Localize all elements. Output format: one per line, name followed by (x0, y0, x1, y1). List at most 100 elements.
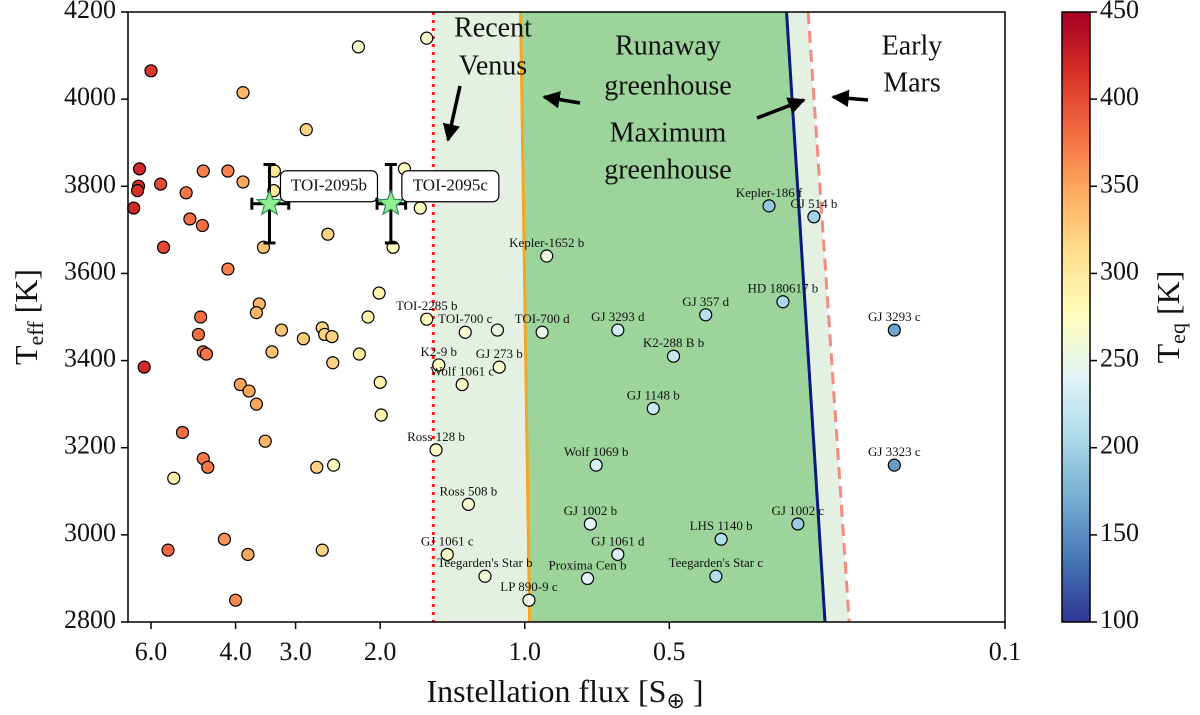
planet-label: GJ 1002 c (771, 503, 824, 518)
planet-point (432, 358, 446, 372)
planet-label: GJ 1061 d (591, 533, 645, 548)
colorbar-tick-label: 350 (1100, 169, 1139, 198)
planet-point (175, 425, 190, 440)
planet-point (522, 593, 536, 607)
y-tick-label: 2800 (64, 605, 116, 634)
planet-label: GJ 514 b (790, 196, 837, 211)
x-tick-label: 1.0 (508, 637, 541, 666)
planet-point (296, 332, 310, 346)
boundary-label: Maximum (610, 117, 727, 148)
planet-point (714, 532, 728, 546)
planet-point (776, 295, 790, 309)
planet-point (478, 569, 492, 583)
planet-point (326, 356, 340, 370)
planet-label: HD 180617 b (748, 281, 819, 296)
planet-point (274, 323, 289, 337)
planet-point (179, 186, 193, 200)
planet-point (583, 517, 597, 531)
y-tick-label: 3600 (64, 256, 116, 285)
planet-label: Kepler-1652 b (509, 235, 584, 250)
planet-point (791, 517, 805, 531)
planet-label: Ross 128 b (407, 429, 465, 444)
colorbar-tick-label: 450 (1100, 0, 1139, 24)
y-tick-label: 4200 (64, 0, 116, 24)
boundary-label: Recent (454, 12, 532, 43)
planet-point (420, 312, 434, 326)
planet-point (535, 325, 549, 339)
planet-point (458, 325, 472, 339)
planet-point (413, 201, 427, 215)
boundary-label: greenhouse (604, 154, 732, 185)
annotation-arrows (442, 85, 869, 142)
planet-point (130, 184, 145, 198)
planet-label: Wolf 1061 c (430, 364, 494, 379)
planet-point (154, 177, 168, 191)
boundary-label: Mars (883, 67, 941, 98)
planet-label: LP 890-9 c (500, 579, 558, 594)
y-tick-label: 3400 (64, 344, 116, 373)
colorbar-tick-label: 100 (1100, 605, 1139, 634)
planet-label: GJ 1002 b (564, 503, 617, 518)
planet-point (242, 384, 256, 398)
target-label-box (279, 170, 379, 203)
target-star (255, 188, 284, 216)
planet-point (221, 262, 235, 276)
planet-label: TOI-2285 b (396, 298, 458, 313)
planet-point (709, 569, 723, 583)
planet-point (183, 212, 197, 226)
boundary-label: Early (882, 30, 943, 61)
planet-point (201, 460, 215, 474)
x-tick-label: 0.5 (653, 637, 686, 666)
planet-point (351, 40, 365, 54)
planet-point (236, 175, 250, 189)
x-tick-label: 4.0 (219, 637, 252, 666)
planet-point (540, 249, 554, 263)
planet-point (361, 310, 375, 324)
boundary-label: Venus (459, 50, 527, 81)
planet-label: GJ 357 d (682, 294, 729, 309)
colorbar-tick-label: 300 (1100, 256, 1139, 285)
planet-label: GJ 1061 c (421, 533, 474, 548)
planet-point (372, 286, 386, 300)
planet-point (249, 397, 264, 411)
planet-point (373, 375, 387, 389)
x-tick-label: 2.0 (364, 637, 397, 666)
x-axis-label: Instellation flux [S⊕ ] (426, 673, 703, 713)
planet-label: GJ 3293 c (868, 309, 921, 324)
planet-point (455, 377, 469, 392)
planet-point (420, 31, 434, 45)
planet-point (228, 593, 243, 607)
target-label: TOI-2095c (413, 176, 489, 195)
planet-point (249, 306, 264, 320)
arrow (756, 97, 806, 120)
boundary-line (806, 11, 851, 623)
planet-point (258, 434, 272, 448)
x-tick-label: 3.0 (279, 637, 312, 666)
y-tick-label: 3000 (64, 518, 116, 547)
colorbar-tick-label: 400 (1100, 82, 1139, 111)
planet-label: Ross 508 b (440, 483, 498, 498)
planet-label: Wolf 1069 b (564, 444, 629, 459)
planet-point (646, 401, 660, 416)
planet-label: LHS 1140 b (690, 518, 753, 533)
planet-point (461, 497, 476, 511)
planet-point (167, 471, 181, 485)
x-tick-label: 6.0 (135, 637, 168, 666)
target-star (376, 189, 405, 216)
planet-point (233, 377, 247, 392)
planet-point (144, 64, 158, 78)
colorbar (1061, 11, 1091, 623)
planet-point (299, 123, 313, 137)
hz-region (786, 12, 850, 622)
target-label: TOI-2095b (291, 176, 367, 195)
planet-point (310, 460, 324, 474)
arrow (442, 85, 462, 142)
planet-point (887, 323, 901, 337)
arrow (831, 89, 869, 108)
planet-point (325, 330, 339, 344)
planet-point (321, 227, 335, 241)
planet-point (194, 310, 208, 324)
target-label-box (401, 170, 500, 203)
colorbar-label: Teq [K] (1150, 271, 1190, 364)
planet-point (611, 323, 625, 337)
